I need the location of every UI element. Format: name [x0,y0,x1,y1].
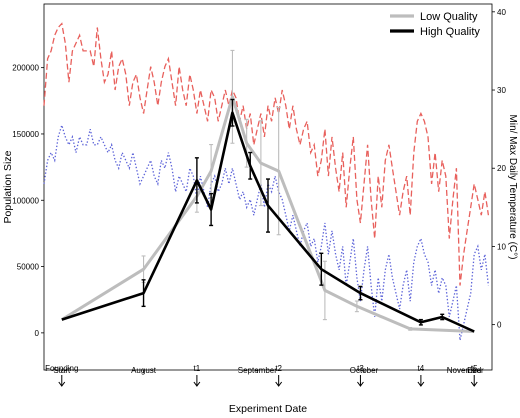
high-quality-error-bar [319,252,324,286]
low-quality-error-bar [230,49,235,144]
high-quality-error-bar [141,279,146,308]
low-quality-error-bar [408,327,413,331]
y-tick-label-left: 50000 [17,263,40,272]
high-quality-error-bar [418,318,423,326]
arrow-head [58,381,66,387]
arrow-head [417,381,425,387]
arrow-head [470,381,478,387]
arrow-head [193,381,201,387]
high-quality-error-bar [266,178,270,233]
y-tick-label-right: 40 [497,8,506,17]
x-axis-title: Experiment Date [229,403,307,415]
x-tick-label: Start [53,366,71,375]
annotation-label: t5 [471,364,478,373]
y-tick-label-left: 150000 [12,130,39,139]
series-layer [61,49,475,333]
y-tick-label-right: 10 [497,242,506,251]
annotation-layer: Founding t1 t2 t3 t4 t5 [45,364,478,387]
high-quality-error-bar [230,98,235,127]
annotation-label: Founding [45,364,78,373]
temperature-min-line [43,122,490,341]
legend-label: High Quality [420,26,480,38]
legend-entry: Low Quality [390,11,478,23]
low-quality-line [61,95,475,333]
annotation-label: t1 [194,364,201,373]
legend-label: Low Quality [420,11,478,23]
x-tick-label: November [447,366,484,375]
low-quality-error-bar [354,300,359,313]
y-axis-title-left: Population Size [2,150,14,223]
y-tick-label-left: 100000 [12,196,39,205]
arrow-head [275,381,283,387]
low-quality-error-bar [276,106,281,236]
x-tick-label: September [238,366,277,375]
high-quality-line [61,111,475,333]
sampling-annotation: Founding [45,364,78,387]
y-tick-label-right: 20 [497,164,506,173]
sampling-annotation: t3 [357,364,364,387]
y-tick-label-right: 0 [497,321,502,330]
temperature-layer [43,22,490,341]
high-quality-error-bar [209,192,214,227]
sampling-annotation: t1 [193,364,201,387]
axis-layer: 0 50000 100000 150000 200000 0 10 20 30 40 Start Au… [12,8,506,375]
x-tick-label: End [467,366,481,375]
plot-panel [43,3,493,371]
annotation-label: t3 [357,364,364,373]
y-tick-label-left: 0 [35,329,40,338]
legend: Low Quality High Quality [390,11,480,38]
high-quality-error-bar [440,313,445,321]
high-quality-error-bar [358,285,363,301]
sampling-annotation: t2 [275,364,283,387]
legend-entry: High Quality [390,26,480,38]
y-tick-label-right: 30 [497,86,506,95]
high-quality-error-bar [194,157,199,204]
x-tick-label: October [350,366,379,375]
y-tick-label-left: 200000 [12,64,39,73]
annotation-label: t2 [275,364,282,373]
sampling-annotation: t5 [470,364,478,387]
temperature-max-line [43,22,490,286]
arrow-head [357,381,364,387]
annotation-label: t4 [418,364,425,373]
y-axis-title-right: Min/ Max Daily Temperature (C°) [507,115,518,260]
high-quality-error-bar [248,151,253,180]
sampling-annotation: t4 [417,364,425,387]
x-tick-label: August [131,366,157,375]
